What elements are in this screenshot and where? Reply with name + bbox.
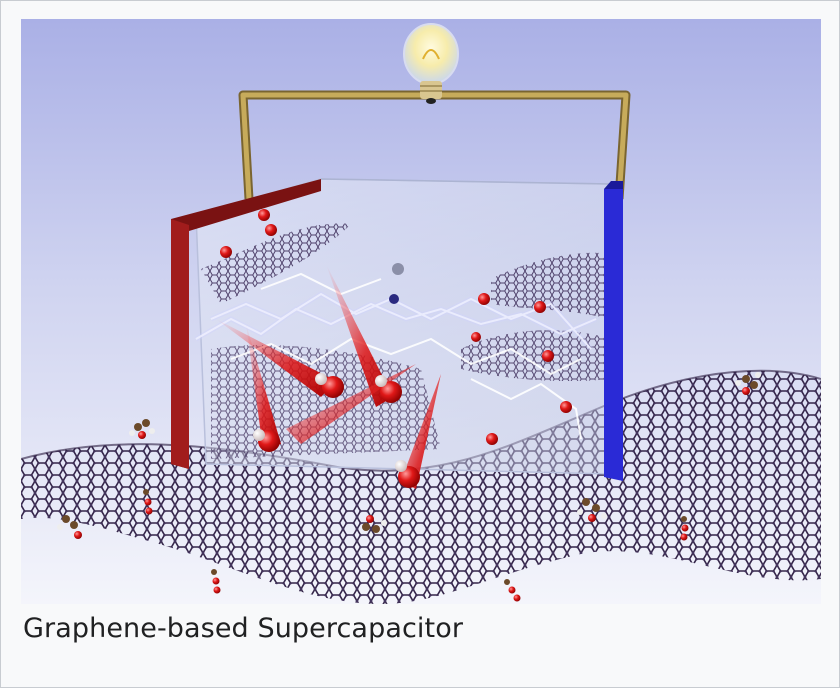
- figure-caption: Graphene-based Supercapacitor: [23, 613, 464, 644]
- surface-molecules: [57, 372, 761, 602]
- light-bulb-icon: [403, 23, 459, 104]
- ion-molecules: [220, 209, 572, 445]
- supercapacitor-illustration: [21, 19, 821, 604]
- figure-image[interactable]: [21, 19, 821, 604]
- ion-trails: [216, 264, 441, 489]
